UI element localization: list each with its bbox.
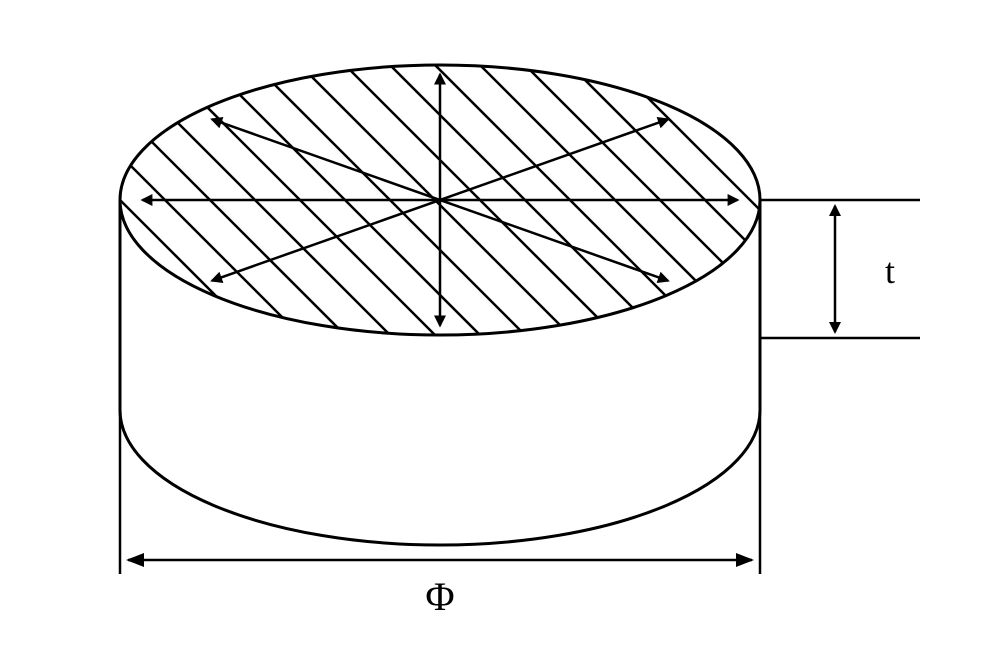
diameter-label: Φ (425, 574, 454, 619)
thickness-label: t (885, 251, 895, 291)
cylinder-diagram: t Φ (0, 0, 992, 646)
diameter-dimension (120, 410, 760, 574)
thickness-dimension (760, 200, 920, 338)
radial-diameter-arrows (142, 74, 737, 325)
